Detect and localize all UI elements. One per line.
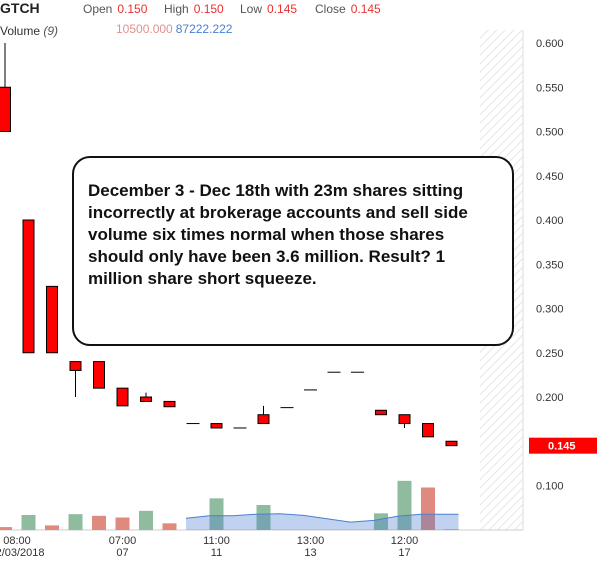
volume-values: 10500.000 87222.222 xyxy=(116,22,232,36)
x-tick-label: 07:00 xyxy=(109,535,137,547)
y-tick-label: 0.550 xyxy=(536,82,564,94)
candle xyxy=(210,423,223,429)
candle xyxy=(375,409,387,416)
candle xyxy=(22,219,35,354)
candle xyxy=(445,440,458,447)
candle xyxy=(257,405,270,425)
y-tick-label: 0.250 xyxy=(536,348,564,360)
y-tick-label: 0.500 xyxy=(536,127,564,139)
high-field: High 0.150 xyxy=(164,2,224,16)
candle xyxy=(140,392,152,402)
y-tick-label: 0.450 xyxy=(536,171,564,183)
y-tick-label: 0.600 xyxy=(536,38,564,50)
low-field: Low 0.145 xyxy=(240,2,298,16)
x-tick-label: 13:00 xyxy=(297,535,325,547)
volume-bar xyxy=(92,515,106,530)
y-tick-label: 0.350 xyxy=(536,259,564,271)
volume-bar xyxy=(45,525,59,530)
last-price-tag xyxy=(529,437,597,454)
annotation-box: December 3 - Dec 18th with 23m shares si… xyxy=(72,156,514,346)
x-tick-date: 11 xyxy=(211,547,222,559)
x-tick-label: 12:00 xyxy=(391,535,419,547)
candle xyxy=(0,43,11,132)
x-tick-date: 07 xyxy=(116,547,128,559)
last-price-label: 0.145 xyxy=(548,441,576,453)
y-tick-label: 0.300 xyxy=(536,304,564,316)
candle xyxy=(163,400,176,408)
symbol-label: GTCH xyxy=(0,0,40,16)
volume-bar xyxy=(162,523,177,530)
volume-ma-value: 87222.222 xyxy=(175,22,233,36)
annotation-text: December 3 - Dec 18th with 23m shares si… xyxy=(88,181,468,288)
volume-bar xyxy=(139,510,153,530)
candle xyxy=(46,285,58,354)
volume-bar xyxy=(21,515,36,530)
candle xyxy=(93,361,105,389)
volume-ma-line xyxy=(185,513,459,523)
x-tick-date: 17 xyxy=(398,547,410,559)
x-tick-label: 11:00 xyxy=(203,535,230,547)
volume-bar xyxy=(115,517,130,530)
close-field: Close 0.145 xyxy=(315,2,381,16)
y-tick-label: 0.400 xyxy=(536,215,564,227)
x-tick-date: 12/03/2018 xyxy=(0,547,45,559)
y-tick-label: 0.200 xyxy=(536,392,564,404)
candle xyxy=(116,387,129,407)
x-tick-date: 13 xyxy=(304,547,316,559)
x-tick-label: 08:00 xyxy=(3,535,31,547)
volume-label: Volume (9) xyxy=(0,24,59,38)
candle xyxy=(69,361,82,397)
y-tick-label: 0.100 xyxy=(536,481,564,493)
candle xyxy=(422,423,434,438)
volume-bar xyxy=(397,480,412,530)
volume-bar xyxy=(444,529,459,530)
volume-bar xyxy=(209,498,224,530)
volume-bar xyxy=(256,505,271,530)
open-field: Open 0.150 xyxy=(83,2,148,16)
volume-bar xyxy=(421,487,435,530)
volume-bar xyxy=(0,527,12,530)
candle xyxy=(398,414,411,428)
volume-bar xyxy=(68,514,83,530)
volume-bar xyxy=(374,513,388,530)
volume-value: 10500.000 xyxy=(116,22,173,36)
